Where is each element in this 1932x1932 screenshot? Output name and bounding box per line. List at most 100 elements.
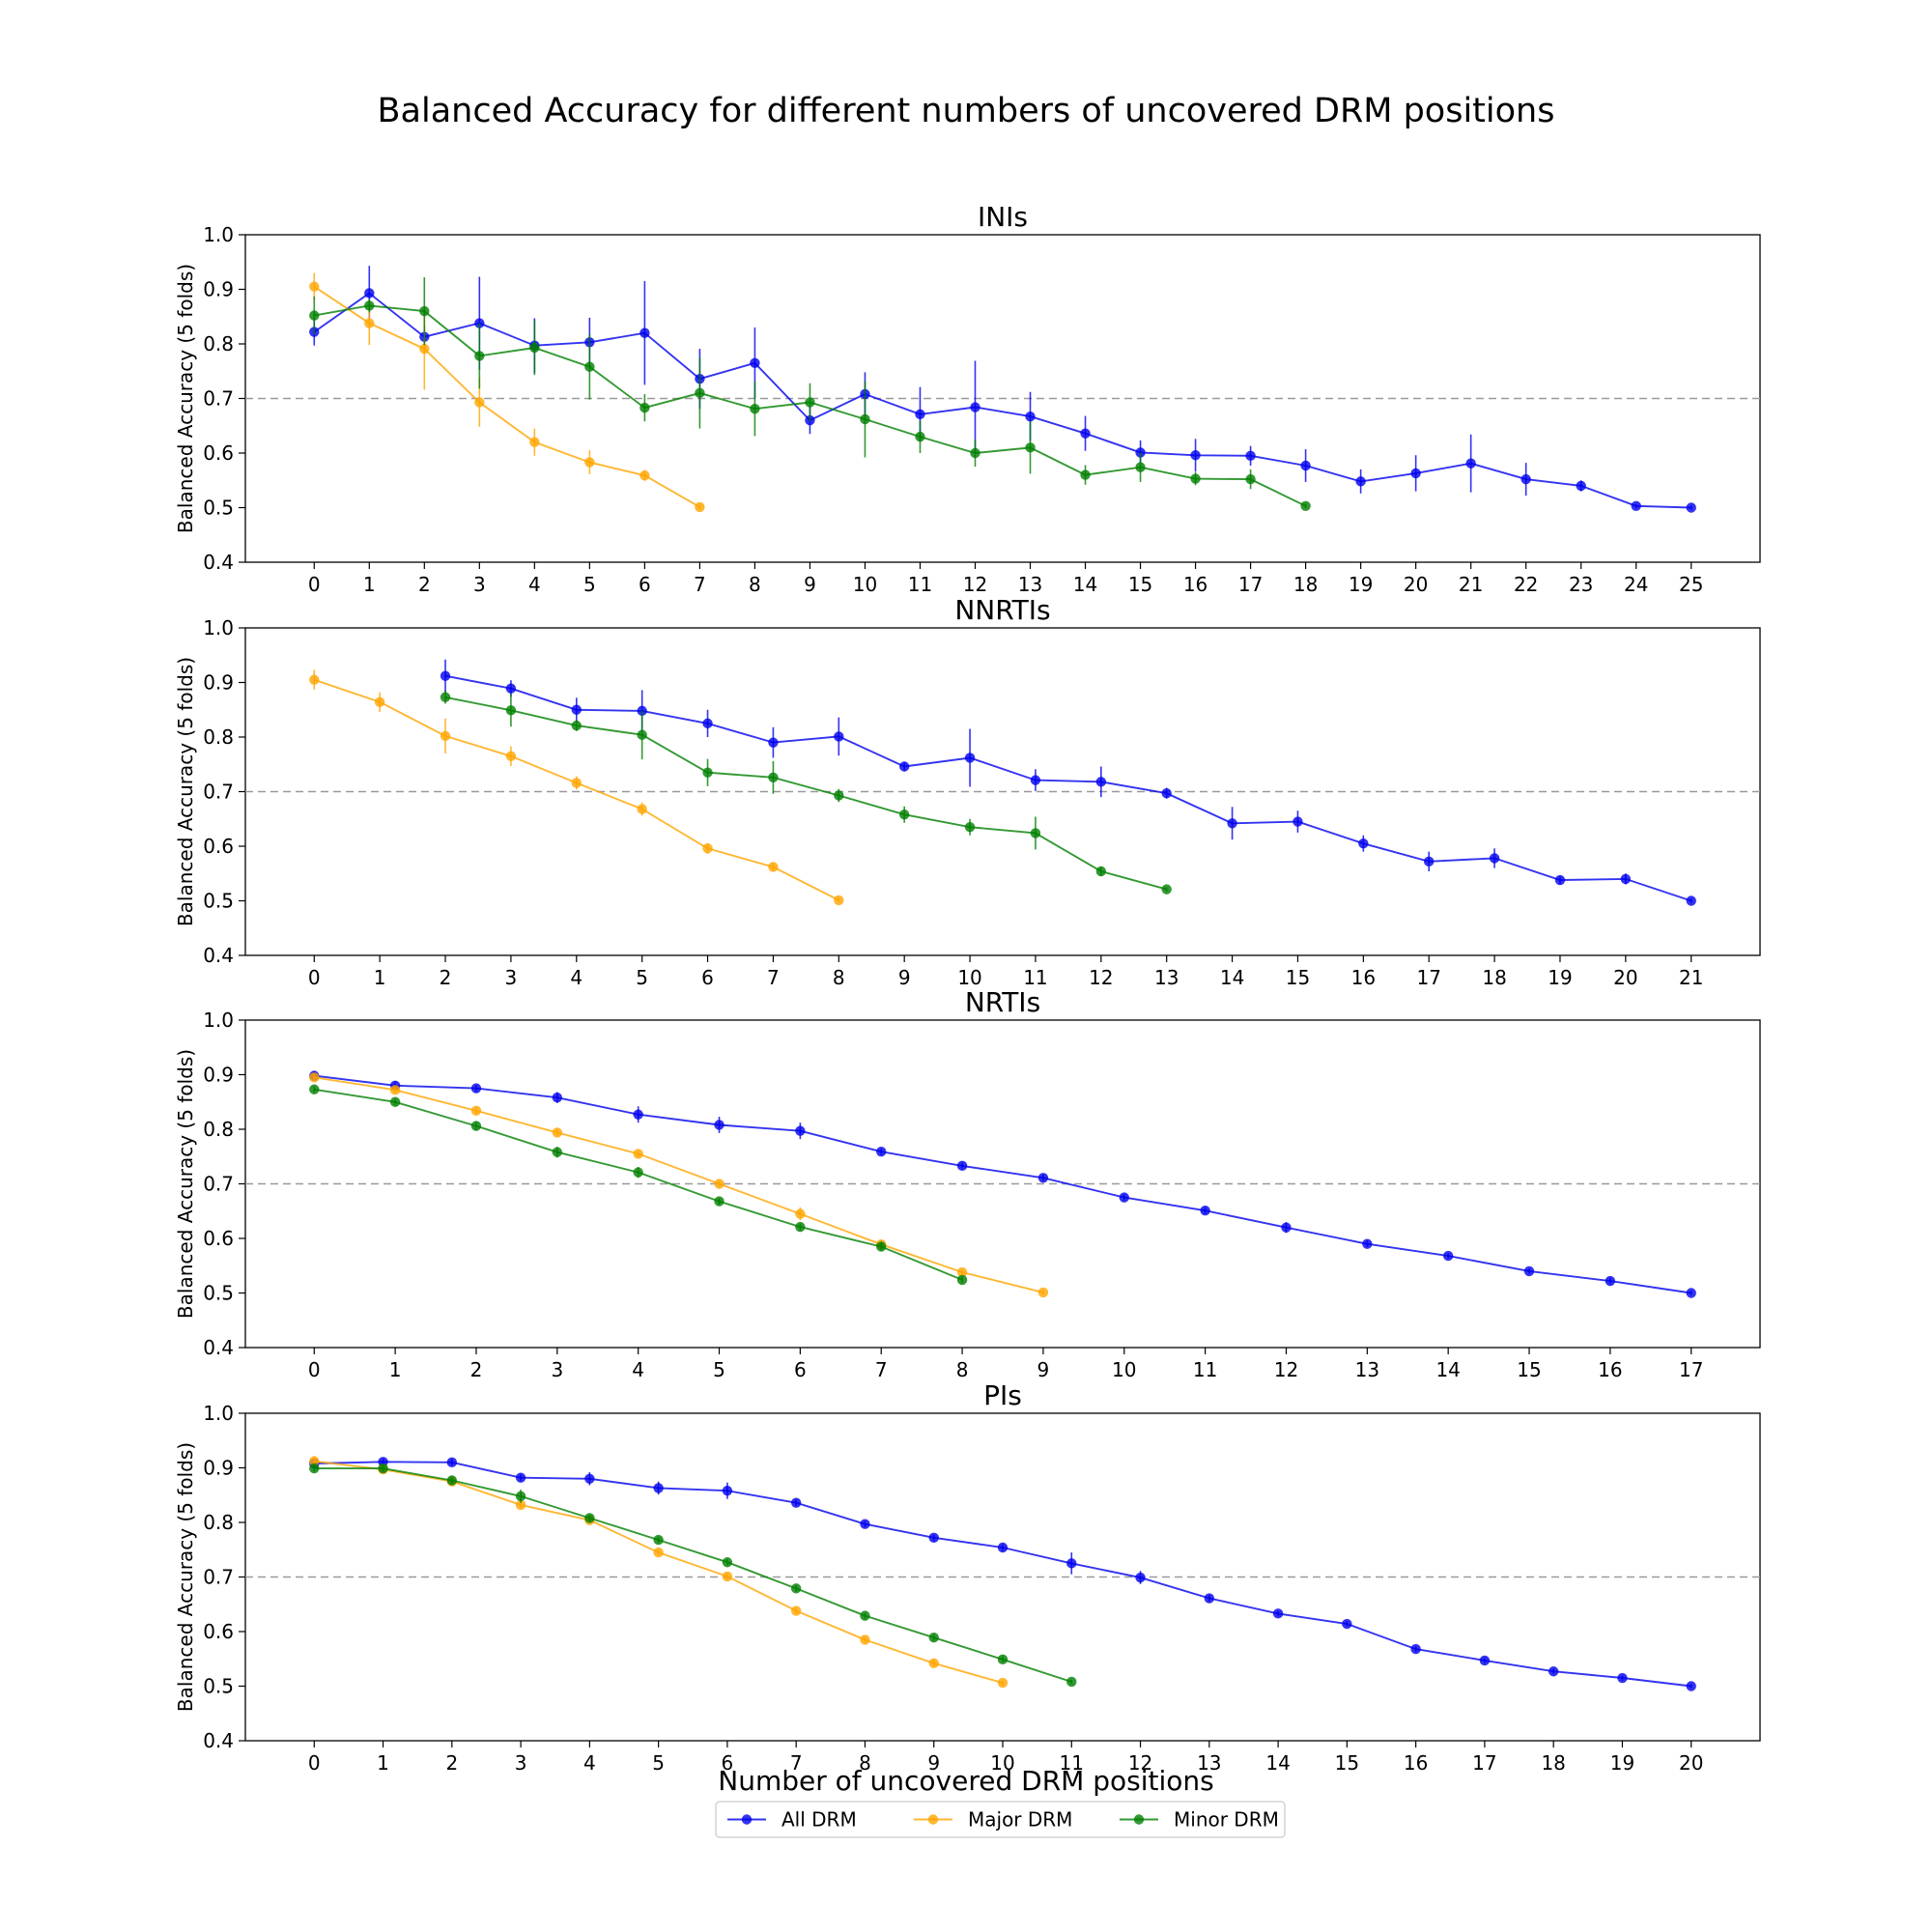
- data-point: [440, 692, 451, 702]
- data-point: [1161, 787, 1172, 799]
- x-tick-label: 17: [1679, 1358, 1703, 1381]
- data-point: [997, 1677, 1009, 1689]
- data-point: [1686, 1288, 1696, 1298]
- legend-swatch-marker: [741, 1814, 753, 1825]
- y-axis-label: Balanced Accuracy (5 folds): [174, 1442, 197, 1712]
- x-tick-label: 15: [1286, 966, 1310, 989]
- legend-label: Major DRM: [968, 1808, 1072, 1832]
- data-point: [970, 402, 980, 412]
- data-point: [470, 1105, 482, 1116]
- y-tick-label: 0.4: [203, 1336, 234, 1359]
- data-point: [790, 1497, 802, 1508]
- legend-swatch-marker: [1133, 1814, 1145, 1825]
- data-point: [714, 1196, 724, 1207]
- data-point: [633, 1167, 643, 1178]
- x-tick-label: 4: [570, 966, 582, 989]
- y-tick-label: 0.9: [203, 1064, 234, 1087]
- x-tick-label: 13: [1355, 1358, 1379, 1381]
- data-point: [1037, 1287, 1049, 1298]
- data-point: [1479, 1655, 1491, 1666]
- data-point: [440, 670, 451, 681]
- data-point: [309, 1072, 320, 1083]
- x-tick-label: 9: [1037, 1358, 1050, 1381]
- data-point: [470, 1121, 482, 1131]
- x-tick-label: 0: [308, 1358, 321, 1381]
- x-axis-label: Number of uncovered DRM positions: [718, 1765, 1213, 1797]
- legend-entry: All DRM: [727, 1808, 857, 1832]
- data-point: [552, 1093, 563, 1103]
- x-tick-label: 14: [1435, 1358, 1460, 1381]
- x-tick-label: 6: [701, 966, 714, 989]
- data-point: [1037, 1173, 1049, 1183]
- x-tick-label: 8: [833, 966, 845, 989]
- y-tick-label: 0.8: [203, 725, 234, 749]
- y-tick-label: 0.7: [203, 1173, 234, 1196]
- x-tick-label: 12: [1128, 1751, 1152, 1775]
- y-tick-label: 1.0: [203, 1402, 234, 1425]
- data-point: [1030, 775, 1041, 785]
- data-point: [790, 1605, 802, 1616]
- data-point: [1554, 874, 1566, 886]
- x-tick-label: 15: [1128, 573, 1152, 596]
- x-tick-label: 0: [308, 1751, 321, 1775]
- y-tick-label: 1.0: [203, 1009, 234, 1032]
- x-tick-label: 7: [875, 1358, 888, 1381]
- x-tick-label: 14: [1220, 966, 1244, 989]
- legend-entry: Major DRM: [914, 1808, 1072, 1832]
- data-point: [419, 343, 430, 355]
- data-point: [529, 437, 540, 447]
- data-point: [1548, 1666, 1559, 1677]
- x-tick-label: 21: [1459, 573, 1483, 596]
- data-point: [722, 1486, 733, 1496]
- data-point: [1119, 1192, 1129, 1203]
- data-point: [964, 753, 976, 763]
- data-point: [1576, 480, 1586, 492]
- data-point: [571, 778, 582, 788]
- data-point: [1066, 1676, 1077, 1688]
- x-tick-label: 3: [551, 1358, 563, 1381]
- data-point: [1135, 462, 1146, 472]
- x-tick-label: 19: [1548, 966, 1572, 989]
- x-tick-label: 13: [1018, 573, 1042, 596]
- x-tick-label: 12: [1089, 966, 1113, 989]
- y-tick-label: 0.5: [203, 1282, 234, 1305]
- x-tick-label: 10: [990, 1751, 1014, 1775]
- x-tick-label: 1: [374, 966, 386, 989]
- y-axis-label: Balanced Accuracy (5 folds): [174, 264, 197, 533]
- y-tick-label: 0.6: [203, 441, 234, 465]
- data-point: [1190, 473, 1201, 484]
- x-tick-label: 17: [1238, 573, 1263, 596]
- data-point: [928, 1532, 939, 1544]
- data-point: [1686, 502, 1696, 513]
- subplot-title: NRTIs: [965, 986, 1040, 1018]
- x-tick-label: 11: [1060, 1751, 1084, 1775]
- data-point: [529, 342, 540, 354]
- x-tick-label: 7: [790, 1751, 803, 1775]
- data-point: [722, 1571, 733, 1582]
- data-point: [1358, 838, 1369, 849]
- data-point: [1135, 1572, 1146, 1583]
- data-point: [695, 387, 705, 399]
- data-point: [446, 1457, 458, 1468]
- x-tick-label: 18: [1482, 966, 1506, 989]
- data-point: [1631, 500, 1641, 512]
- data-point: [309, 1084, 320, 1094]
- data-point: [1442, 1250, 1454, 1262]
- x-tick-label: 8: [859, 1751, 871, 1775]
- data-point: [1080, 428, 1091, 439]
- x-tick-label: 2: [440, 966, 452, 989]
- figure-title: Balanced Accuracy for different numbers …: [378, 92, 1555, 130]
- x-tick-label: 16: [1183, 573, 1208, 596]
- data-point: [584, 457, 595, 468]
- x-tick-label: 7: [694, 573, 706, 596]
- data-point: [1190, 450, 1201, 461]
- data-point: [834, 731, 844, 742]
- legend-frame: [715, 1801, 1286, 1838]
- data-point: [639, 469, 650, 481]
- data-point: [309, 674, 320, 685]
- data-point: [389, 1085, 401, 1095]
- x-tick-label: 6: [722, 1751, 734, 1775]
- y-tick-label: 0.6: [203, 1227, 234, 1250]
- x-tick-label: 5: [713, 1358, 725, 1381]
